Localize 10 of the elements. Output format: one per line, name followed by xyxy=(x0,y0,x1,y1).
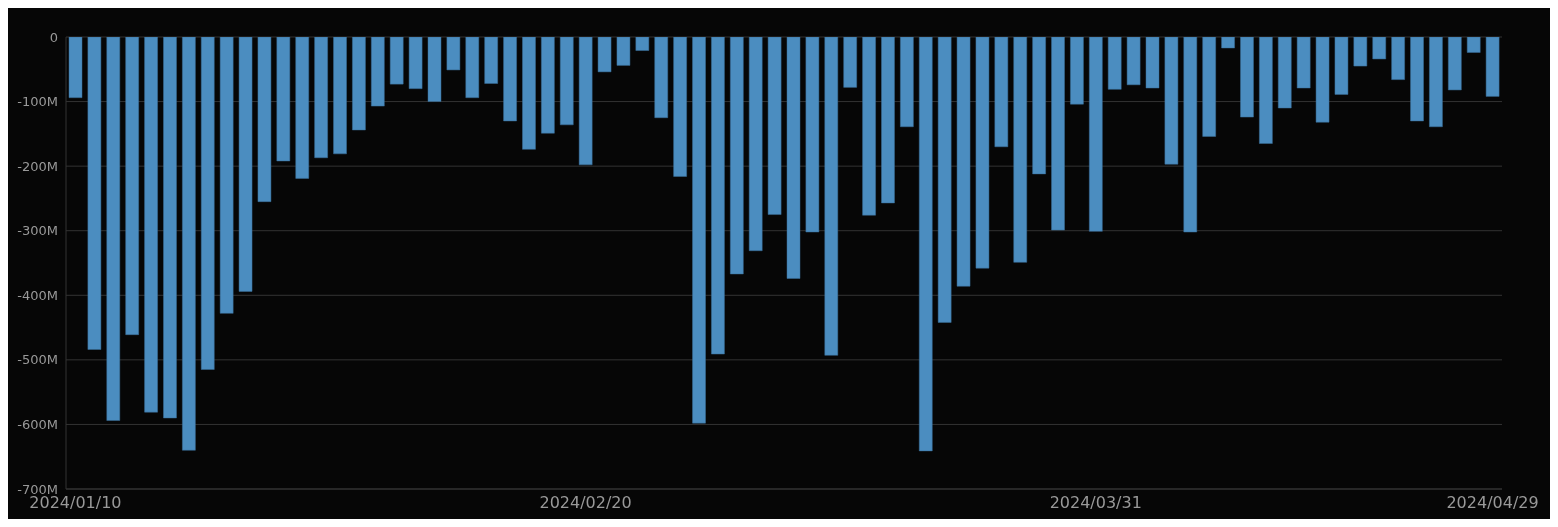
y-tick-label: 0 xyxy=(49,29,58,45)
y-tick-label: -300M xyxy=(17,223,58,239)
y-tick-label: -200M xyxy=(17,158,58,174)
y-tick-label: -600M xyxy=(17,417,58,433)
y-tick-label: -400M xyxy=(17,287,58,303)
y-tick-label: -500M xyxy=(17,352,58,368)
x-tick-label: 2024/03/31 xyxy=(1049,493,1142,513)
x-tick-label: 2024/04/29 xyxy=(1446,493,1539,513)
x-tick-label: 2024/02/20 xyxy=(539,493,632,513)
y-tick-label: -100M xyxy=(17,94,58,110)
